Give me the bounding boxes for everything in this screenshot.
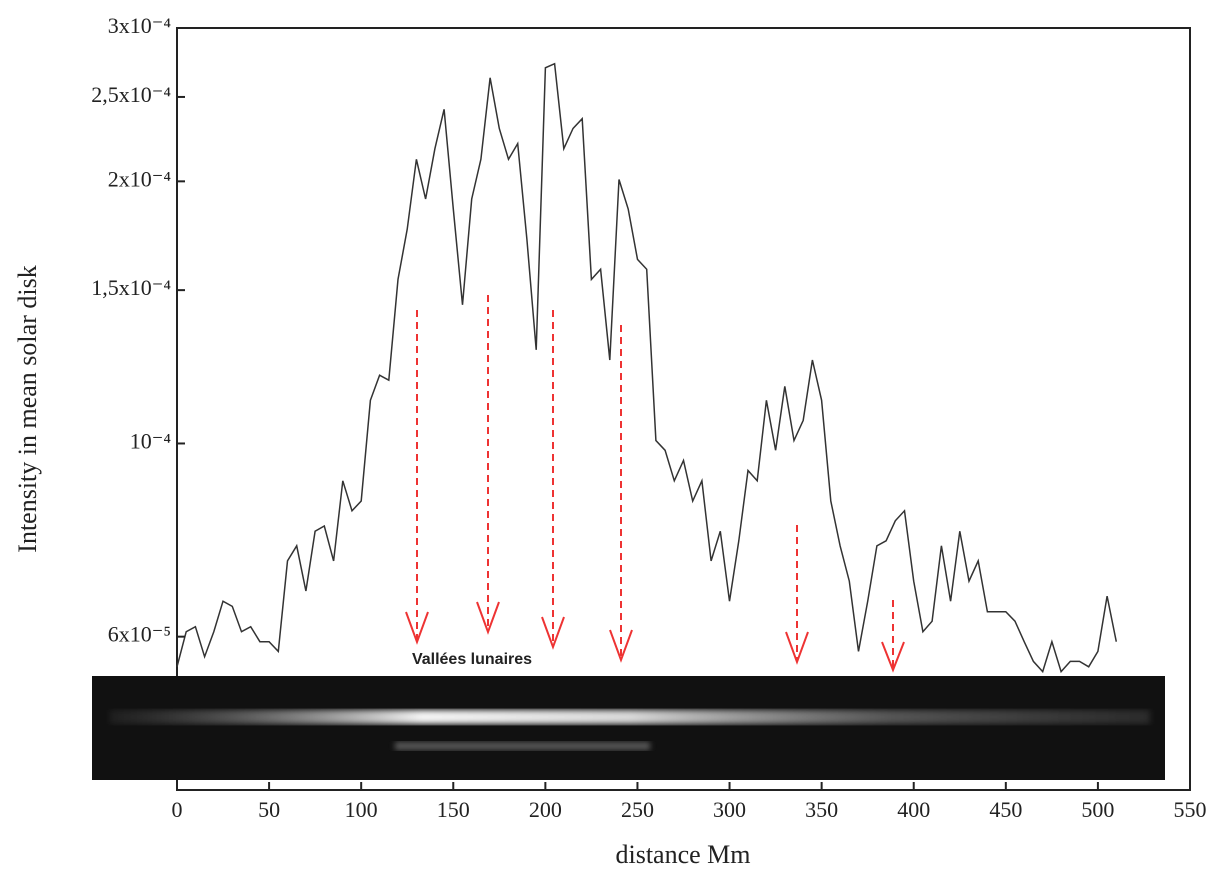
x-tick-label: 150 [437, 797, 470, 822]
y-tick-label: 3x10⁻⁴ [108, 13, 172, 38]
x-tick-label: 100 [345, 797, 378, 822]
x-tick-label: 200 [529, 797, 562, 822]
valley-arrows [405, 295, 905, 673]
x-tick-label: 300 [713, 797, 746, 822]
plot-frame [176, 27, 1191, 791]
x-tick-label: 550 [1174, 797, 1207, 822]
x-tick-label: 450 [989, 797, 1022, 822]
annotation: Vallées lunaires [412, 651, 532, 668]
y-tick-label: 10⁻⁴ [130, 429, 172, 454]
x-tick-label: 350 [805, 797, 838, 822]
data-line [176, 62, 1118, 674]
x-tick-label: 500 [1081, 797, 1114, 822]
plot-area [176, 62, 1118, 674]
x-tick-label: 400 [897, 797, 930, 822]
x-axis-label: distance Mm [615, 840, 750, 869]
x-tick-label: 50 [258, 797, 280, 822]
y-axis-label: Intensity in mean solar disk [13, 265, 42, 552]
x-tick-label: 250 [621, 797, 654, 822]
x-tick-label: 0 [172, 797, 183, 822]
moon-image-strip [92, 676, 1165, 780]
y-tick-label: 2,5x10⁻⁴ [91, 82, 171, 107]
y-tick-label: 6x10⁻⁵ [108, 622, 171, 647]
y-tick-label: 1,5x10⁻⁴ [91, 275, 171, 300]
y-tick-label: 2x10⁻⁴ [108, 166, 172, 191]
